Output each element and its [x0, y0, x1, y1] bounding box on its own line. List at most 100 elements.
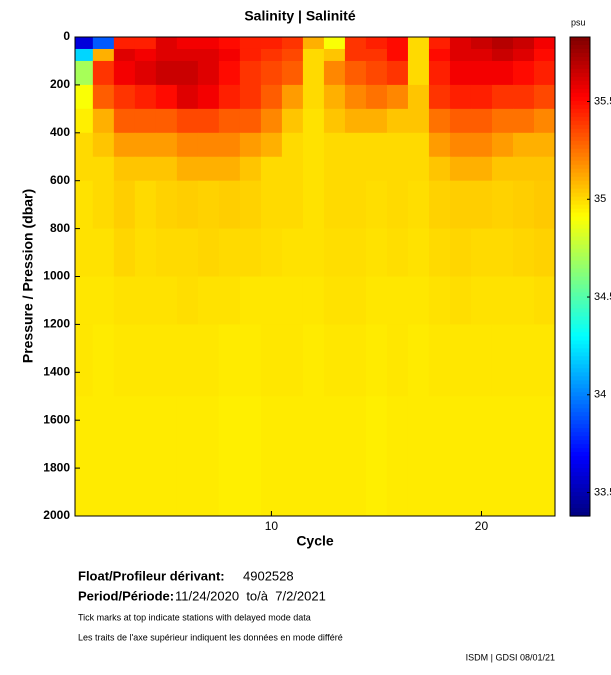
heat-cell	[92, 132, 115, 158]
heat-cell	[323, 156, 346, 182]
colorbar-step	[570, 296, 590, 302]
heat-cell	[491, 60, 514, 86]
heat-cell	[218, 48, 241, 62]
heat-cell	[407, 324, 430, 397]
colorbar-step	[570, 76, 590, 82]
heat-cell	[533, 37, 556, 50]
y-tick-label: 1200	[43, 317, 70, 331]
heat-cell	[533, 324, 556, 397]
colorbar-step	[570, 420, 590, 425]
heat-cell	[197, 37, 220, 50]
heat-cell	[92, 156, 115, 182]
heat-cell	[302, 228, 325, 277]
heat-cell	[155, 180, 178, 230]
colorbar-step	[570, 104, 590, 110]
colorbar-step	[570, 256, 590, 262]
colorbar-step	[570, 180, 590, 186]
colorbar-step	[570, 388, 590, 393]
heat-cell	[113, 228, 136, 277]
colorbar-step	[570, 108, 590, 114]
heat-cell	[428, 156, 451, 182]
heat-cell	[533, 180, 556, 230]
colorbar-step	[570, 416, 590, 421]
colorbar-step	[570, 340, 590, 345]
heat-cell	[512, 156, 535, 182]
heat-cell	[428, 60, 451, 86]
colorbar-step	[570, 400, 590, 405]
colorbar-step	[570, 424, 590, 429]
heat-cell	[344, 180, 367, 230]
colorbar-step	[570, 116, 590, 122]
y-tick-label: 600	[50, 173, 70, 187]
colorbar-step	[570, 412, 590, 417]
colorbar-step	[570, 492, 590, 497]
colorbar-step	[570, 200, 590, 206]
colorbar-step	[570, 96, 590, 102]
colorbar-step	[570, 136, 590, 142]
heat-cell	[344, 60, 367, 86]
heat-cell	[155, 228, 178, 277]
colorbar-step	[570, 300, 590, 306]
heat-cell	[470, 396, 493, 517]
colorbar-step	[570, 156, 590, 162]
heat-cell	[197, 108, 220, 134]
colorbar-step	[570, 320, 590, 325]
heat-cell	[323, 324, 346, 397]
colorbar-step	[570, 496, 590, 501]
x-axis-label: Cycle	[296, 533, 334, 549]
heat-cell	[512, 180, 535, 230]
heat-cell	[512, 37, 535, 50]
colorbar-step	[570, 368, 590, 373]
heat-cell	[407, 37, 430, 50]
heat-cell	[470, 180, 493, 230]
heat-cell	[344, 396, 367, 517]
heat-cell	[323, 84, 346, 110]
colorbar-step	[570, 304, 590, 310]
heat-cell	[323, 48, 346, 62]
colorbar-step	[570, 220, 590, 226]
colorbar-step	[570, 196, 590, 202]
colorbar-step	[570, 68, 590, 74]
y-tick-label: 2000	[43, 508, 70, 522]
float-label: Float/Profileur dérivant:	[78, 568, 225, 583]
heat-cell	[281, 60, 304, 86]
colorbar-step	[570, 204, 590, 210]
colorbar-step	[570, 208, 590, 214]
colorbar-step	[570, 372, 590, 377]
heat-cell	[176, 48, 199, 62]
heat-cell	[155, 324, 178, 397]
heat-cell	[218, 84, 241, 110]
heat-cell	[407, 132, 430, 158]
heat-cell	[260, 324, 283, 397]
heat-cell	[449, 37, 472, 50]
heat-cell	[365, 84, 388, 110]
heat-cell	[113, 60, 136, 86]
y-tick-label: 400	[50, 125, 70, 139]
heat-cell	[470, 324, 493, 397]
heat-cell	[323, 108, 346, 134]
colorbar-tick-label: 35	[594, 193, 606, 205]
colorbar-step	[570, 148, 590, 154]
heat-cell	[428, 132, 451, 158]
colorbar-tick-label: 34.5	[594, 291, 611, 303]
heat-cell	[491, 108, 514, 134]
heat-cell	[344, 37, 367, 50]
heat-cell	[197, 60, 220, 86]
heat-cell	[323, 396, 346, 517]
heat-cell	[428, 37, 451, 50]
heat-cell	[449, 324, 472, 397]
heat-cell	[302, 396, 325, 517]
heat-cell	[92, 84, 115, 110]
heat-cell	[491, 48, 514, 62]
heat-cell	[260, 276, 283, 325]
heat-cell	[176, 228, 199, 277]
heat-cell	[302, 48, 325, 62]
heat-cell	[428, 396, 451, 517]
heat-cell	[407, 180, 430, 230]
colorbar-step	[570, 192, 590, 198]
colorbar-tick-label: 35.5	[594, 95, 611, 107]
colorbar-step	[570, 236, 590, 242]
heat-cell	[365, 60, 388, 86]
heat-cell	[428, 108, 451, 134]
period: 11/24/2020 to/à 7/2/2021	[175, 588, 326, 603]
